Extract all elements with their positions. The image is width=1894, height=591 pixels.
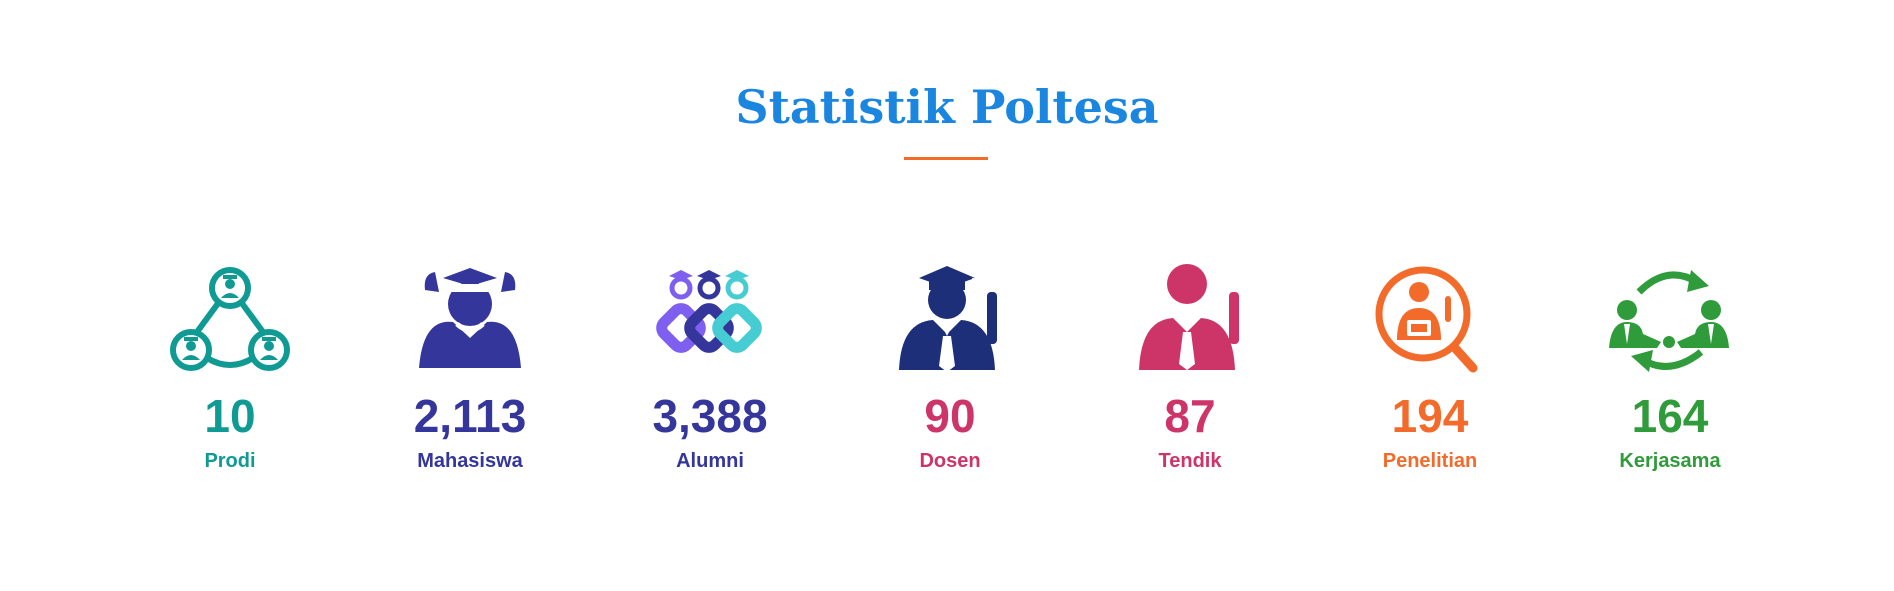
stat-value: 10 — [204, 390, 256, 442]
stat-kerjasama: 164 Kerjasama — [1560, 262, 1780, 474]
stat-label: Dosen — [919, 450, 981, 472]
stat-label: Tendik — [1158, 450, 1222, 472]
stat-label: Prodi — [204, 450, 256, 472]
stat-label: Mahasiswa — [417, 450, 523, 472]
stat-mahasiswa: 2,113 Mahasiswa — [360, 262, 580, 474]
stat-alumni: 3,388 Alumni — [600, 262, 820, 474]
title-divider — [904, 157, 988, 160]
stat-value: 2,113 — [413, 390, 527, 442]
stat-label: Kerjasama — [1619, 450, 1721, 472]
network-people-icon — [165, 262, 295, 378]
stat-label: Penelitian — [1382, 450, 1478, 472]
research-icon — [1365, 262, 1495, 378]
stat-prodi: 10 Prodi — [120, 262, 340, 474]
stat-tendik: 87 Tendik — [1080, 262, 1300, 474]
stat-value: 90 — [924, 390, 976, 442]
stat-value: 87 — [1164, 390, 1216, 442]
alumni-chain-icon — [645, 262, 775, 378]
stat-label: Alumni — [676, 450, 744, 472]
staff-icon — [1125, 262, 1255, 378]
stat-value: 3,388 — [652, 390, 768, 442]
students-icon — [405, 262, 535, 378]
stat-value: 194 — [1391, 390, 1469, 442]
stat-dosen: 90 Dosen — [840, 262, 1060, 474]
section-title: Statistik Poltesa — [735, 80, 1159, 134]
stat-penelitian: 194 Penelitian — [1320, 262, 1540, 474]
stat-value: 164 — [1631, 390, 1709, 442]
partnership-icon — [1605, 262, 1735, 378]
stats-row: 10 Prodi 2,113 Mahasiswa — [0, 262, 1894, 492]
lecturer-icon — [885, 262, 1015, 378]
